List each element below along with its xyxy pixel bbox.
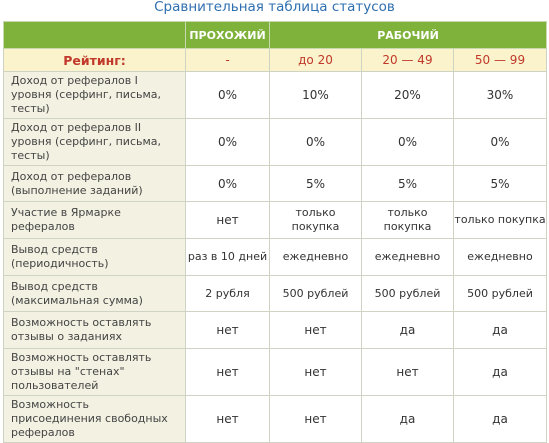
table-cell: 0% — [361, 118, 454, 166]
table-cell: 500 рублей — [361, 275, 454, 312]
table-row: Вывод средств (максимальная сумма) 2 руб… — [3, 275, 547, 312]
table-cell: ежедневно — [269, 238, 362, 276]
row-label: Участие в Ярмарке рефералов — [3, 201, 186, 239]
table-row: Возможность оставлять отзывы на "стенах"… — [3, 348, 547, 396]
table-cell: 2 рубля — [185, 275, 270, 312]
rating-value: 20 — 49 — [361, 48, 454, 72]
table-cell: нет — [361, 348, 454, 396]
table-cell: только покупка — [269, 201, 362, 239]
rating-value: до 20 — [269, 48, 362, 72]
table-row: Доход от рефералов II уровня (серфинг, п… — [3, 118, 547, 166]
table-header-row: ПРОХОЖИЙ РАБОЧИЙ — [3, 21, 547, 49]
table-cell: да — [453, 395, 547, 443]
header-empty-cell — [3, 21, 186, 49]
table-cell: 5% — [269, 165, 362, 202]
table-row: Возможность присоединения свободных рефе… — [3, 395, 547, 443]
row-label: Доход от рефералов (выполнение заданий) — [3, 165, 186, 202]
table-cell: да — [361, 311, 454, 349]
table-row: Вывод средств (периодичность) раз в 10 д… — [3, 238, 547, 276]
status-comparison-table: ПРОХОЖИЙ РАБОЧИЙ Рейтинг: - до 20 20 — 4… — [3, 21, 547, 443]
row-label: Доход от рефералов I уровня (серфинг, пи… — [3, 71, 186, 119]
row-label: Возможность присоединения свободных рефе… — [3, 395, 186, 443]
rating-label: Рейтинг: — [3, 48, 186, 72]
table-row: Доход от рефералов I уровня (серфинг, пи… — [3, 71, 547, 119]
table-cell: только покупка — [453, 201, 547, 239]
column-header-worker: РАБОЧИЙ — [269, 21, 547, 49]
rating-value: 50 — 99 — [453, 48, 547, 72]
table-cell: 500 рублей — [269, 275, 362, 312]
table-cell: нет — [269, 311, 362, 349]
table-cell: ежедневно — [361, 238, 454, 276]
table-cell: нет — [185, 348, 270, 396]
row-label: Возможность оставлять отзывы о заданиях — [3, 311, 186, 349]
row-label: Возможность оставлять отзывы на "стенах"… — [3, 348, 186, 396]
table-row: Участие в Ярмарке рефералов нет только п… — [3, 201, 547, 239]
table-cell: 0% — [269, 118, 362, 166]
table-cell: нет — [185, 311, 270, 349]
rating-row: Рейтинг: - до 20 20 — 49 50 — 99 — [3, 48, 547, 72]
rating-value: - — [185, 48, 270, 72]
table-cell: 5% — [361, 165, 454, 202]
table-cell: да — [361, 395, 454, 443]
table-row: Возможность оставлять отзывы о заданиях … — [3, 311, 547, 349]
column-header-passerby: ПРОХОЖИЙ — [185, 21, 270, 49]
row-label: Доход от рефералов II уровня (серфинг, п… — [3, 118, 186, 166]
table-cell: 0% — [453, 118, 547, 166]
table-cell: нет — [269, 348, 362, 396]
table-cell: только покупка — [361, 201, 454, 239]
table-cell: 500 рублей — [453, 275, 547, 312]
row-label: Вывод средств (периодичность) — [3, 238, 186, 276]
table-cell: раз в 10 дней — [185, 238, 270, 276]
table-cell: 5% — [453, 165, 547, 202]
table-cell: да — [453, 311, 547, 349]
table-cell: 20% — [361, 71, 454, 119]
row-label: Вывод средств (максимальная сумма) — [3, 275, 186, 312]
table-cell: ежедневно — [453, 238, 547, 276]
table-cell: 0% — [185, 165, 270, 202]
table-cell: 0% — [185, 71, 270, 119]
table-cell: да — [453, 348, 547, 396]
table-cell: 30% — [453, 71, 547, 119]
table-cell: 10% — [269, 71, 362, 119]
table-cell: нет — [185, 395, 270, 443]
table-cell: нет — [185, 201, 270, 239]
page-title: Сравнительная таблица статусов — [154, 0, 395, 15]
table-cell: нет — [269, 395, 362, 443]
table-row: Доход от рефералов (выполнение заданий) … — [3, 165, 547, 202]
table-cell: 0% — [185, 118, 270, 166]
